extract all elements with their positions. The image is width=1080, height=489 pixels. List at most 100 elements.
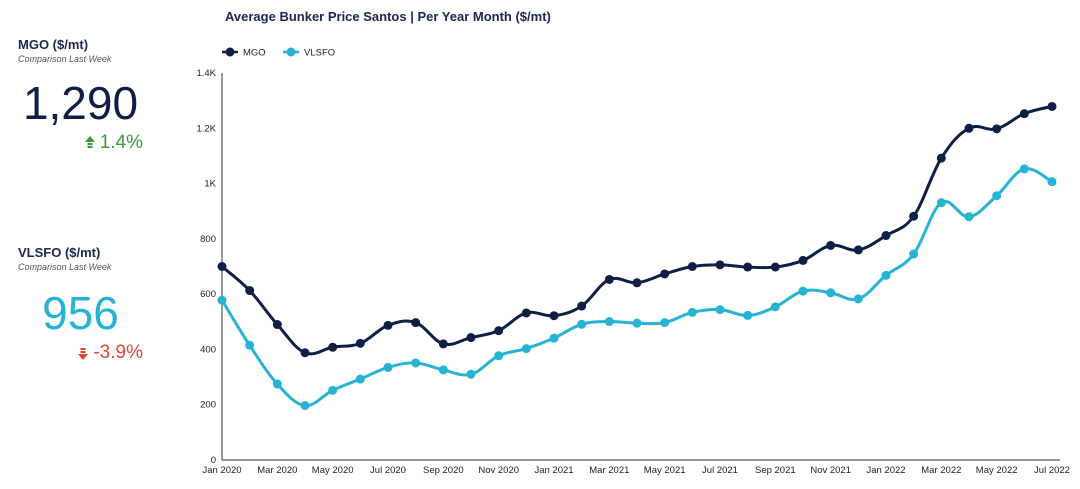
arrow-up-icon [84, 136, 95, 148]
data-point-mgo [909, 211, 919, 221]
data-point-mgo [715, 260, 725, 270]
data-point-mgo [853, 245, 863, 255]
data-point-mgo [521, 308, 531, 318]
x-tick-label: Mar 2021 [589, 465, 629, 476]
kpi-title: MGO ($/mt) [18, 37, 89, 52]
data-point-vlsfo [494, 351, 504, 361]
kpi-card-vlsfo: VLSFO ($/mt) Comparison Last Week 956 -3… [18, 245, 143, 375]
data-point-mgo [300, 348, 310, 358]
data-point-vlsfo [1047, 177, 1057, 187]
data-point-mgo [577, 301, 587, 311]
kpi-card-mgo: MGO ($/mt) Comparison Last Week 1,290 1.… [18, 37, 143, 167]
data-point-vlsfo [743, 310, 753, 320]
data-point-mgo [798, 255, 808, 265]
series-line-mgo [220, 104, 1054, 356]
x-tick-label: Nov 2020 [478, 465, 519, 476]
kpi-change: -3.9% [78, 343, 143, 363]
data-point-vlsfo [383, 362, 393, 372]
legend-marker [286, 47, 296, 57]
data-point-mgo [660, 269, 670, 279]
x-tick-label: May 2021 [644, 465, 686, 476]
data-point-mgo [1047, 101, 1057, 111]
series-layer [217, 101, 1057, 411]
data-point-vlsfo [936, 198, 946, 208]
data-point-mgo [770, 262, 780, 272]
data-point-mgo [328, 342, 338, 352]
data-point-vlsfo [826, 288, 836, 298]
data-point-vlsfo [466, 369, 476, 379]
data-point-vlsfo [328, 385, 338, 395]
data-point-vlsfo [715, 305, 725, 315]
data-point-vlsfo [245, 340, 255, 350]
x-tick-label: Jul 2021 [702, 465, 738, 476]
x-tick-label: Mar 2020 [257, 465, 297, 476]
data-point-mgo [743, 262, 753, 272]
data-point-vlsfo [549, 333, 559, 343]
data-point-mgo [272, 320, 282, 330]
x-tick-label: Sep 2020 [423, 465, 464, 476]
x-tick-label: May 2020 [312, 465, 354, 476]
x-tick-label: Jan 2020 [202, 465, 241, 476]
y-tick-label: 1.2K [196, 123, 216, 134]
data-point-mgo [604, 274, 614, 284]
data-point-vlsfo [217, 295, 227, 305]
data-point-mgo [964, 123, 974, 133]
kpi-value: 956 [42, 287, 119, 339]
data-point-vlsfo [660, 318, 670, 328]
data-point-vlsfo [687, 307, 697, 317]
data-point-vlsfo [521, 344, 531, 354]
x-tick-label: May 2022 [976, 465, 1018, 476]
kpi-title: VLSFO ($/mt) [18, 245, 101, 260]
y-tick-label: 400 [200, 344, 216, 355]
data-point-mgo [217, 262, 227, 271]
y-tick-label: 600 [200, 289, 216, 300]
data-point-mgo [438, 339, 448, 349]
x-tick-label: Sep 2021 [755, 465, 796, 476]
data-point-mgo [632, 278, 642, 288]
data-point-vlsfo [604, 317, 614, 327]
data-point-mgo [936, 153, 946, 163]
data-point-mgo [411, 318, 421, 328]
data-point-vlsfo [770, 302, 780, 312]
data-point-vlsfo [853, 294, 863, 304]
y-tick-label: 200 [200, 400, 216, 411]
data-point-vlsfo [798, 286, 808, 296]
data-point-mgo [687, 262, 697, 271]
data-point-mgo [466, 333, 476, 343]
y-tick-label: 1.4K [196, 68, 216, 79]
data-point-vlsfo [632, 318, 642, 328]
x-tick-label: Jul 2020 [370, 465, 406, 476]
arrow-down-icon [78, 348, 89, 360]
data-point-mgo [1019, 109, 1029, 119]
x-tick-label: Jan 2021 [534, 465, 573, 476]
data-point-mgo [549, 311, 559, 321]
x-tick-label: Jul 2022 [1034, 465, 1070, 476]
data-point-mgo [383, 320, 393, 330]
data-point-vlsfo [300, 401, 310, 411]
data-point-vlsfo [992, 191, 1002, 201]
kpi-value: 1,290 [22, 77, 139, 129]
y-tick-label: 1K [204, 179, 216, 190]
data-point-mgo [494, 326, 504, 336]
data-point-mgo [881, 231, 891, 241]
data-point-mgo [992, 124, 1002, 134]
data-point-mgo [245, 286, 255, 296]
legend-label: MGO [243, 48, 266, 59]
x-tick-label: Mar 2022 [921, 465, 961, 476]
data-point-vlsfo [964, 212, 974, 222]
x-tick-label: Nov 2021 [810, 465, 851, 476]
data-point-vlsfo [355, 374, 365, 384]
legend-label: VLSFO [304, 48, 335, 59]
chart-title: Average Bunker Price Santos | Per Year M… [225, 9, 551, 24]
kpi-subtitle: Comparison Last Week [18, 262, 112, 272]
y-tick-label: 800 [200, 234, 216, 245]
data-point-vlsfo [881, 270, 891, 280]
data-point-vlsfo [909, 249, 919, 259]
data-point-vlsfo [272, 379, 282, 389]
data-point-mgo [826, 240, 836, 250]
legend: MGO VLSFO [222, 47, 335, 59]
kpi-change-value: -3.9% [93, 342, 143, 363]
legend-marker [225, 47, 235, 57]
kpi-change: 1.4% [84, 133, 143, 153]
